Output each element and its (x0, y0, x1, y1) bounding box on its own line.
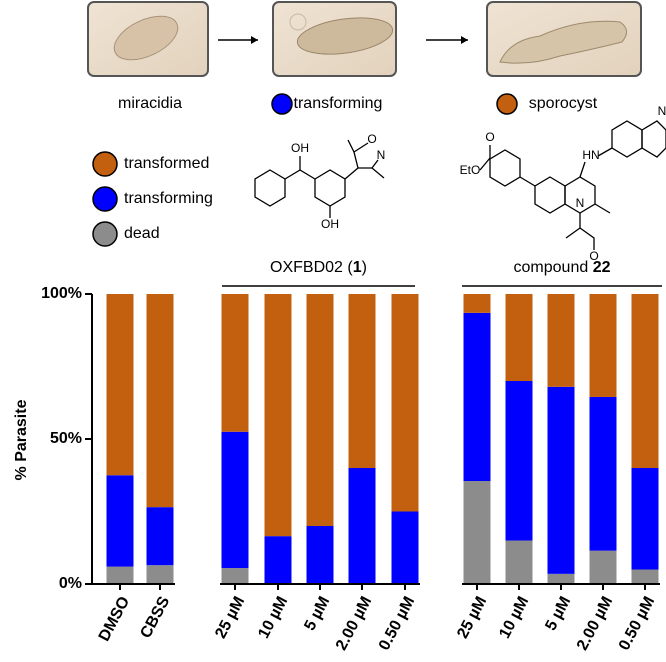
group-label: compound 22 (514, 259, 611, 276)
bar-segment (264, 536, 292, 584)
legend-label: transformed (124, 155, 209, 172)
group-label-part: OXFBD02 ( (270, 259, 353, 276)
group-label-part: 22 (593, 259, 611, 276)
bar-segment (547, 386, 575, 574)
y-tick-label: 50% (50, 430, 82, 447)
stage-label: miracidia (118, 95, 182, 112)
atom-label: N (377, 148, 386, 162)
bar-segment (348, 294, 376, 468)
bar-segment (391, 294, 419, 512)
bar-segment (146, 294, 174, 508)
bar-segment (264, 294, 292, 537)
stage-marker (496, 93, 518, 115)
legend-marker (92, 221, 118, 247)
x-tick-label: 2.00 µM (574, 594, 616, 653)
bar-segment (631, 294, 659, 468)
bar-segment (391, 511, 419, 584)
bar-segment (505, 381, 533, 541)
bar-segment (505, 540, 533, 584)
x-tick-label: 0.50 µM (616, 594, 658, 653)
bar-segment (631, 569, 659, 584)
x-tick-label: 25 µM (454, 594, 490, 642)
legend-label: dead (124, 225, 160, 242)
bar-segment (463, 294, 491, 313)
structures (254, 120, 666, 250)
stage-labels: miracidia transforming sporocyst (118, 93, 598, 115)
bar-segment (146, 565, 174, 584)
group-label-part: compound (514, 259, 593, 276)
x-tick-label: 25 µM (212, 594, 248, 642)
bar-segment (221, 568, 249, 584)
bar-segment (589, 396, 617, 551)
atom-label: N (658, 104, 666, 118)
y-tick-label: 0% (59, 575, 82, 592)
legend-marker (92, 151, 118, 177)
bar-segment (106, 566, 134, 584)
group-label-part: 1 (353, 259, 362, 276)
stage-label: transforming (294, 95, 383, 112)
atom-label: OH (321, 217, 339, 231)
legend-marker (92, 186, 118, 212)
atom-label: O (485, 130, 494, 144)
legend-label: transforming (124, 190, 213, 207)
x-tick-label: 10 µM (496, 594, 532, 642)
stage-label: sporocyst (529, 95, 598, 112)
x-tick-label: 5 µM (542, 594, 574, 634)
atom-label: OH (291, 141, 309, 155)
group-label: OXFBD02 (1) (270, 259, 367, 276)
legend: transformed transforming dead (92, 151, 213, 247)
y-tick-label: 100% (41, 285, 82, 302)
bar-segment (547, 294, 575, 387)
bar-segment (631, 468, 659, 570)
bar-segment (547, 573, 575, 584)
atom-label: O (589, 249, 598, 263)
bar-segment (306, 294, 334, 526)
bar-segment (348, 468, 376, 584)
x-tick-label: 10 µM (255, 594, 291, 642)
atom-label: N (576, 196, 585, 210)
bar-segment (463, 481, 491, 584)
x-tick-label: DMSO (96, 594, 134, 644)
bar-segment (306, 526, 334, 584)
x-tick-label: 5 µM (301, 594, 333, 634)
bar-segment (589, 550, 617, 584)
atom-label: O (367, 132, 376, 146)
bar-segment (463, 312, 491, 482)
bar-segment (146, 507, 174, 566)
x-tick-label: 0.50 µM (376, 594, 418, 653)
bar-segment (221, 294, 249, 432)
bar-segment (505, 294, 533, 381)
stage-marker (271, 93, 293, 115)
bar-segment (221, 431, 249, 569)
micrographs (87, 1, 642, 77)
atom-label: EtO (460, 163, 481, 177)
bar-segment (106, 294, 134, 476)
bar-segment (106, 475, 134, 567)
x-tick-label: CBSS (137, 594, 173, 642)
bar-segment (589, 294, 617, 397)
x-tick-label: 2.00 µM (333, 594, 375, 653)
atom-label: HN (582, 148, 599, 162)
y-axis-label: % Parasite (13, 399, 30, 480)
group-label-part: ) (362, 259, 367, 276)
